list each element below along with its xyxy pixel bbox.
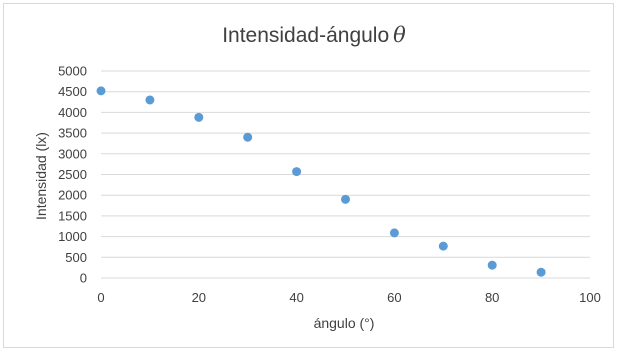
y-tick-label: 1500 bbox=[58, 208, 87, 223]
data-point bbox=[194, 112, 204, 122]
y-tick-label: 4000 bbox=[58, 105, 87, 120]
x-tick-label: 40 bbox=[289, 290, 303, 305]
x-tick-label: 100 bbox=[579, 290, 601, 305]
y-tick-label: 500 bbox=[65, 250, 87, 265]
data-point bbox=[341, 194, 350, 204]
y-tick-label: 3500 bbox=[58, 126, 87, 141]
data-points bbox=[96, 86, 546, 277]
data-point bbox=[96, 86, 106, 96]
y-tick-label: 4500 bbox=[58, 84, 87, 99]
x-tick-label: 80 bbox=[485, 290, 499, 305]
gridlines bbox=[101, 70, 590, 279]
y-axis-title: Intensidad (lx) bbox=[33, 132, 49, 220]
data-point bbox=[438, 241, 448, 251]
y-tick-label: 2500 bbox=[58, 167, 87, 182]
y-tick-label: 3000 bbox=[58, 146, 87, 161]
y-tick-label: 0 bbox=[80, 271, 87, 286]
data-point bbox=[389, 228, 399, 238]
y-axis-tick-labels: 0 500 1000 1500 2000 2500 3000 3500 4000 4500 5000 bbox=[58, 64, 87, 286]
x-axis-tick-labels: 0 20 40 60 80 100 bbox=[97, 290, 600, 305]
x-tick-label: 0 bbox=[97, 290, 104, 305]
chart-title-text: Intensidad-ángulo bbox=[222, 24, 389, 47]
x-tick-label: 20 bbox=[192, 290, 206, 305]
data-point bbox=[536, 267, 546, 277]
y-tick-label: 2000 bbox=[58, 188, 87, 203]
x-axis-title: ángulo (°) bbox=[314, 315, 375, 331]
y-tick-label: 5000 bbox=[58, 64, 87, 79]
data-point bbox=[243, 132, 253, 142]
data-point bbox=[487, 260, 497, 270]
data-point bbox=[145, 95, 155, 105]
chart-title-symbol: θ bbox=[393, 23, 406, 47]
x-tick-label: 60 bbox=[387, 290, 401, 305]
data-point bbox=[292, 167, 302, 177]
y-tick-label: 1000 bbox=[58, 229, 87, 244]
chart-area bbox=[3, 3, 614, 348]
chart-title: Intensidad-ángulo θ bbox=[222, 23, 406, 47]
